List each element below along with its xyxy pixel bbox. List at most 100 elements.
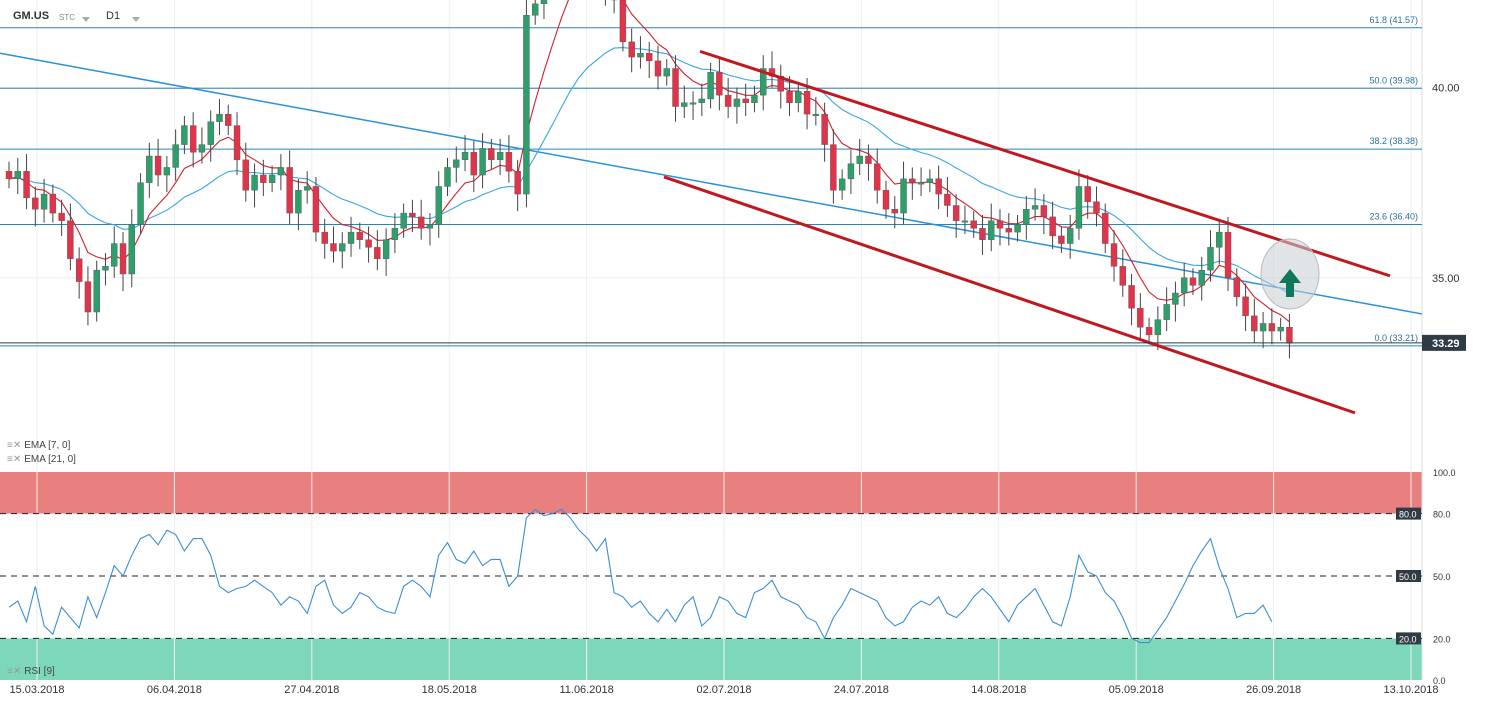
date-axis-label: 26.09.2018: [1246, 684, 1301, 696]
candle-body: [426, 224, 434, 229]
candle-body: [514, 171, 521, 195]
candle-body: [14, 171, 21, 180]
candle-body: [689, 102, 697, 105]
candle-body: [488, 148, 495, 161]
candle-body: [707, 72, 714, 100]
candle-body: [646, 53, 653, 62]
fib-level-label: 0.0 (33.21): [1374, 333, 1418, 343]
symbol-dropdown-icon[interactable]: [82, 17, 90, 22]
symbol-label[interactable]: GM.US: [13, 10, 50, 22]
indicator-menu-icon[interactable]: ≡✕: [7, 440, 22, 451]
candle-body: [812, 113, 820, 116]
date-axis-label: 02.07.2018: [696, 684, 751, 696]
price-axis-label: 35.00: [1432, 273, 1460, 285]
ema-fast-legend[interactable]: ≡✕ EMA [7, 0]: [7, 440, 70, 451]
candle-body: [1145, 327, 1153, 336]
candle-body: [1189, 277, 1197, 286]
candle-body: [874, 163, 881, 191]
candle-body: [93, 269, 100, 313]
candle-body: [496, 152, 504, 161]
candle-body: [1224, 231, 1232, 278]
candle-body: [1040, 205, 1048, 218]
candle-body: [470, 152, 478, 176]
candle-body: [163, 167, 171, 176]
rsi-level-badge: [1396, 632, 1421, 645]
candle-body: [75, 258, 83, 282]
candle-body: [119, 243, 127, 275]
candle-body: [505, 152, 513, 172]
price-axis-label: 40.00: [1432, 83, 1460, 95]
up-arrow-icon: [1279, 269, 1301, 298]
candle-body: [391, 228, 399, 240]
candle-body: [207, 121, 214, 145]
ema-slow-legend[interactable]: ≡✕ EMA [21, 0]: [7, 454, 76, 465]
candle-body: [1075, 186, 1083, 229]
candle-body: [944, 193, 951, 206]
candle-body: [1066, 228, 1074, 244]
candle-body: [1119, 266, 1126, 286]
candle-body: [102, 266, 109, 271]
candle-body: [654, 60, 662, 77]
indicator-menu-icon[interactable]: ≡✕: [7, 454, 22, 465]
candle-body: [909, 178, 916, 183]
candle-body: [970, 220, 977, 229]
candle-body: [67, 220, 74, 259]
candle-body: [400, 212, 407, 229]
candle-body: [1251, 315, 1258, 332]
candle-body: [672, 68, 679, 107]
candle-body: [1277, 327, 1284, 332]
candle-body: [40, 193, 48, 210]
rsi-label: RSI [9]: [24, 666, 55, 677]
candle-body: [365, 239, 372, 248]
channel-lower-line: [663, 175, 1356, 415]
candle-body: [1102, 212, 1109, 244]
candle-body: [795, 91, 802, 103]
candle-body: [540, 0, 548, 5]
channel-upper-line: [699, 49, 1391, 278]
candle-body: [847, 163, 855, 180]
candle-body: [32, 197, 39, 210]
candle-body: [1259, 323, 1267, 332]
date-axis-label: 24.07.2018: [834, 684, 889, 696]
candle-body: [111, 243, 118, 267]
timeframe-dropdown-icon[interactable]: [132, 17, 140, 22]
indicator-menu-icon[interactable]: ≡✕: [7, 666, 22, 677]
candle-body: [961, 220, 969, 223]
candle-body: [1014, 224, 1021, 233]
candle-body: [295, 190, 302, 214]
candle-body: [830, 144, 837, 191]
rsi-line: [8, 508, 1273, 644]
candle-body: [1023, 209, 1030, 225]
candle-body: [760, 68, 767, 96]
rsi-axis-label: 20.0: [1433, 634, 1451, 644]
candle-body: [5, 171, 13, 180]
date-axis-label: 15.03.2018: [9, 684, 64, 696]
candle-body: [1110, 243, 1118, 267]
ema-slow-line: [8, 47, 1290, 295]
trend-line: [0, 52, 1423, 315]
rsi-legend[interactable]: ≡✕ RSI [9]: [7, 666, 55, 677]
candle-body: [532, 3, 539, 16]
candle-body: [1198, 269, 1205, 286]
candle-body: [479, 148, 486, 176]
candle-body: [838, 178, 846, 191]
candle-body: [49, 193, 57, 214]
candle-body: [935, 178, 942, 195]
date-axis-label: 27.04.2018: [284, 684, 339, 696]
candle-body: [198, 144, 206, 153]
candle-body: [628, 41, 635, 58]
candle-body: [698, 98, 706, 103]
candle-body: [1163, 304, 1170, 320]
candle-body: [523, 15, 530, 195]
overbought-zone: [0, 472, 1422, 514]
fib-level-label: 50.0 (39.98): [1369, 75, 1418, 85]
timeframe-label[interactable]: D1: [106, 10, 121, 22]
candle-body: [821, 113, 828, 145]
rsi-level-badge: [1396, 507, 1421, 520]
candle-body: [356, 231, 363, 240]
candle-body: [154, 155, 162, 176]
candle-body: [663, 68, 670, 77]
rsi-level-badge-label: 80.0: [1399, 510, 1417, 520]
candle-body: [374, 247, 381, 259]
